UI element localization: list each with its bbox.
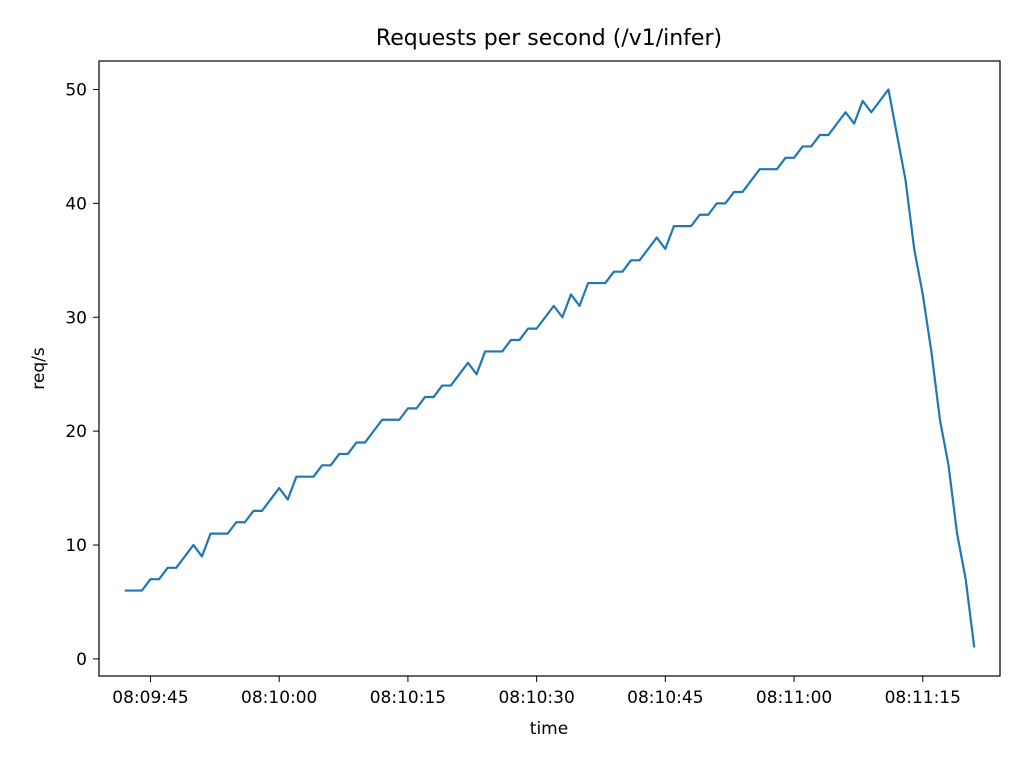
y-axis: 0 10 20 30 40 50 xyxy=(65,80,99,670)
x-tick-label: 08:10:15 xyxy=(370,688,446,708)
series-line-0 xyxy=(124,88,976,648)
x-axis-label: time xyxy=(530,719,568,739)
plot-frame xyxy=(98,60,1001,677)
x-tick-label: 08:09:45 xyxy=(112,688,188,708)
series-points xyxy=(124,89,975,648)
chart-title: Requests per second (/v1/infer) xyxy=(376,26,722,51)
series-layer xyxy=(124,88,976,648)
y-tick-label: 10 xyxy=(65,536,87,556)
y-tick-label: 40 xyxy=(65,194,87,214)
x-axis: 08:09:45 08:10:00 08:10:15 08:10:30 08:10:45… xyxy=(112,676,961,708)
y-tick-label: 30 xyxy=(65,308,87,328)
y-tick-label: 50 xyxy=(65,80,87,100)
y-tick-label: 20 xyxy=(65,422,87,442)
y-axis-label: req/s xyxy=(29,347,49,390)
x-tick-label: 08:10:00 xyxy=(241,688,317,708)
x-tick-label: 08:11:00 xyxy=(756,688,832,708)
y-tick-label: 0 xyxy=(76,650,87,670)
plot-area: 08:09:45 08:10:00 08:10:15 08:10:30 08:10:45… xyxy=(65,60,1001,708)
x-tick-label: 08:10:45 xyxy=(627,688,703,708)
x-tick-label: 08:11:15 xyxy=(885,688,961,708)
x-tick-label: 08:10:30 xyxy=(498,688,574,708)
